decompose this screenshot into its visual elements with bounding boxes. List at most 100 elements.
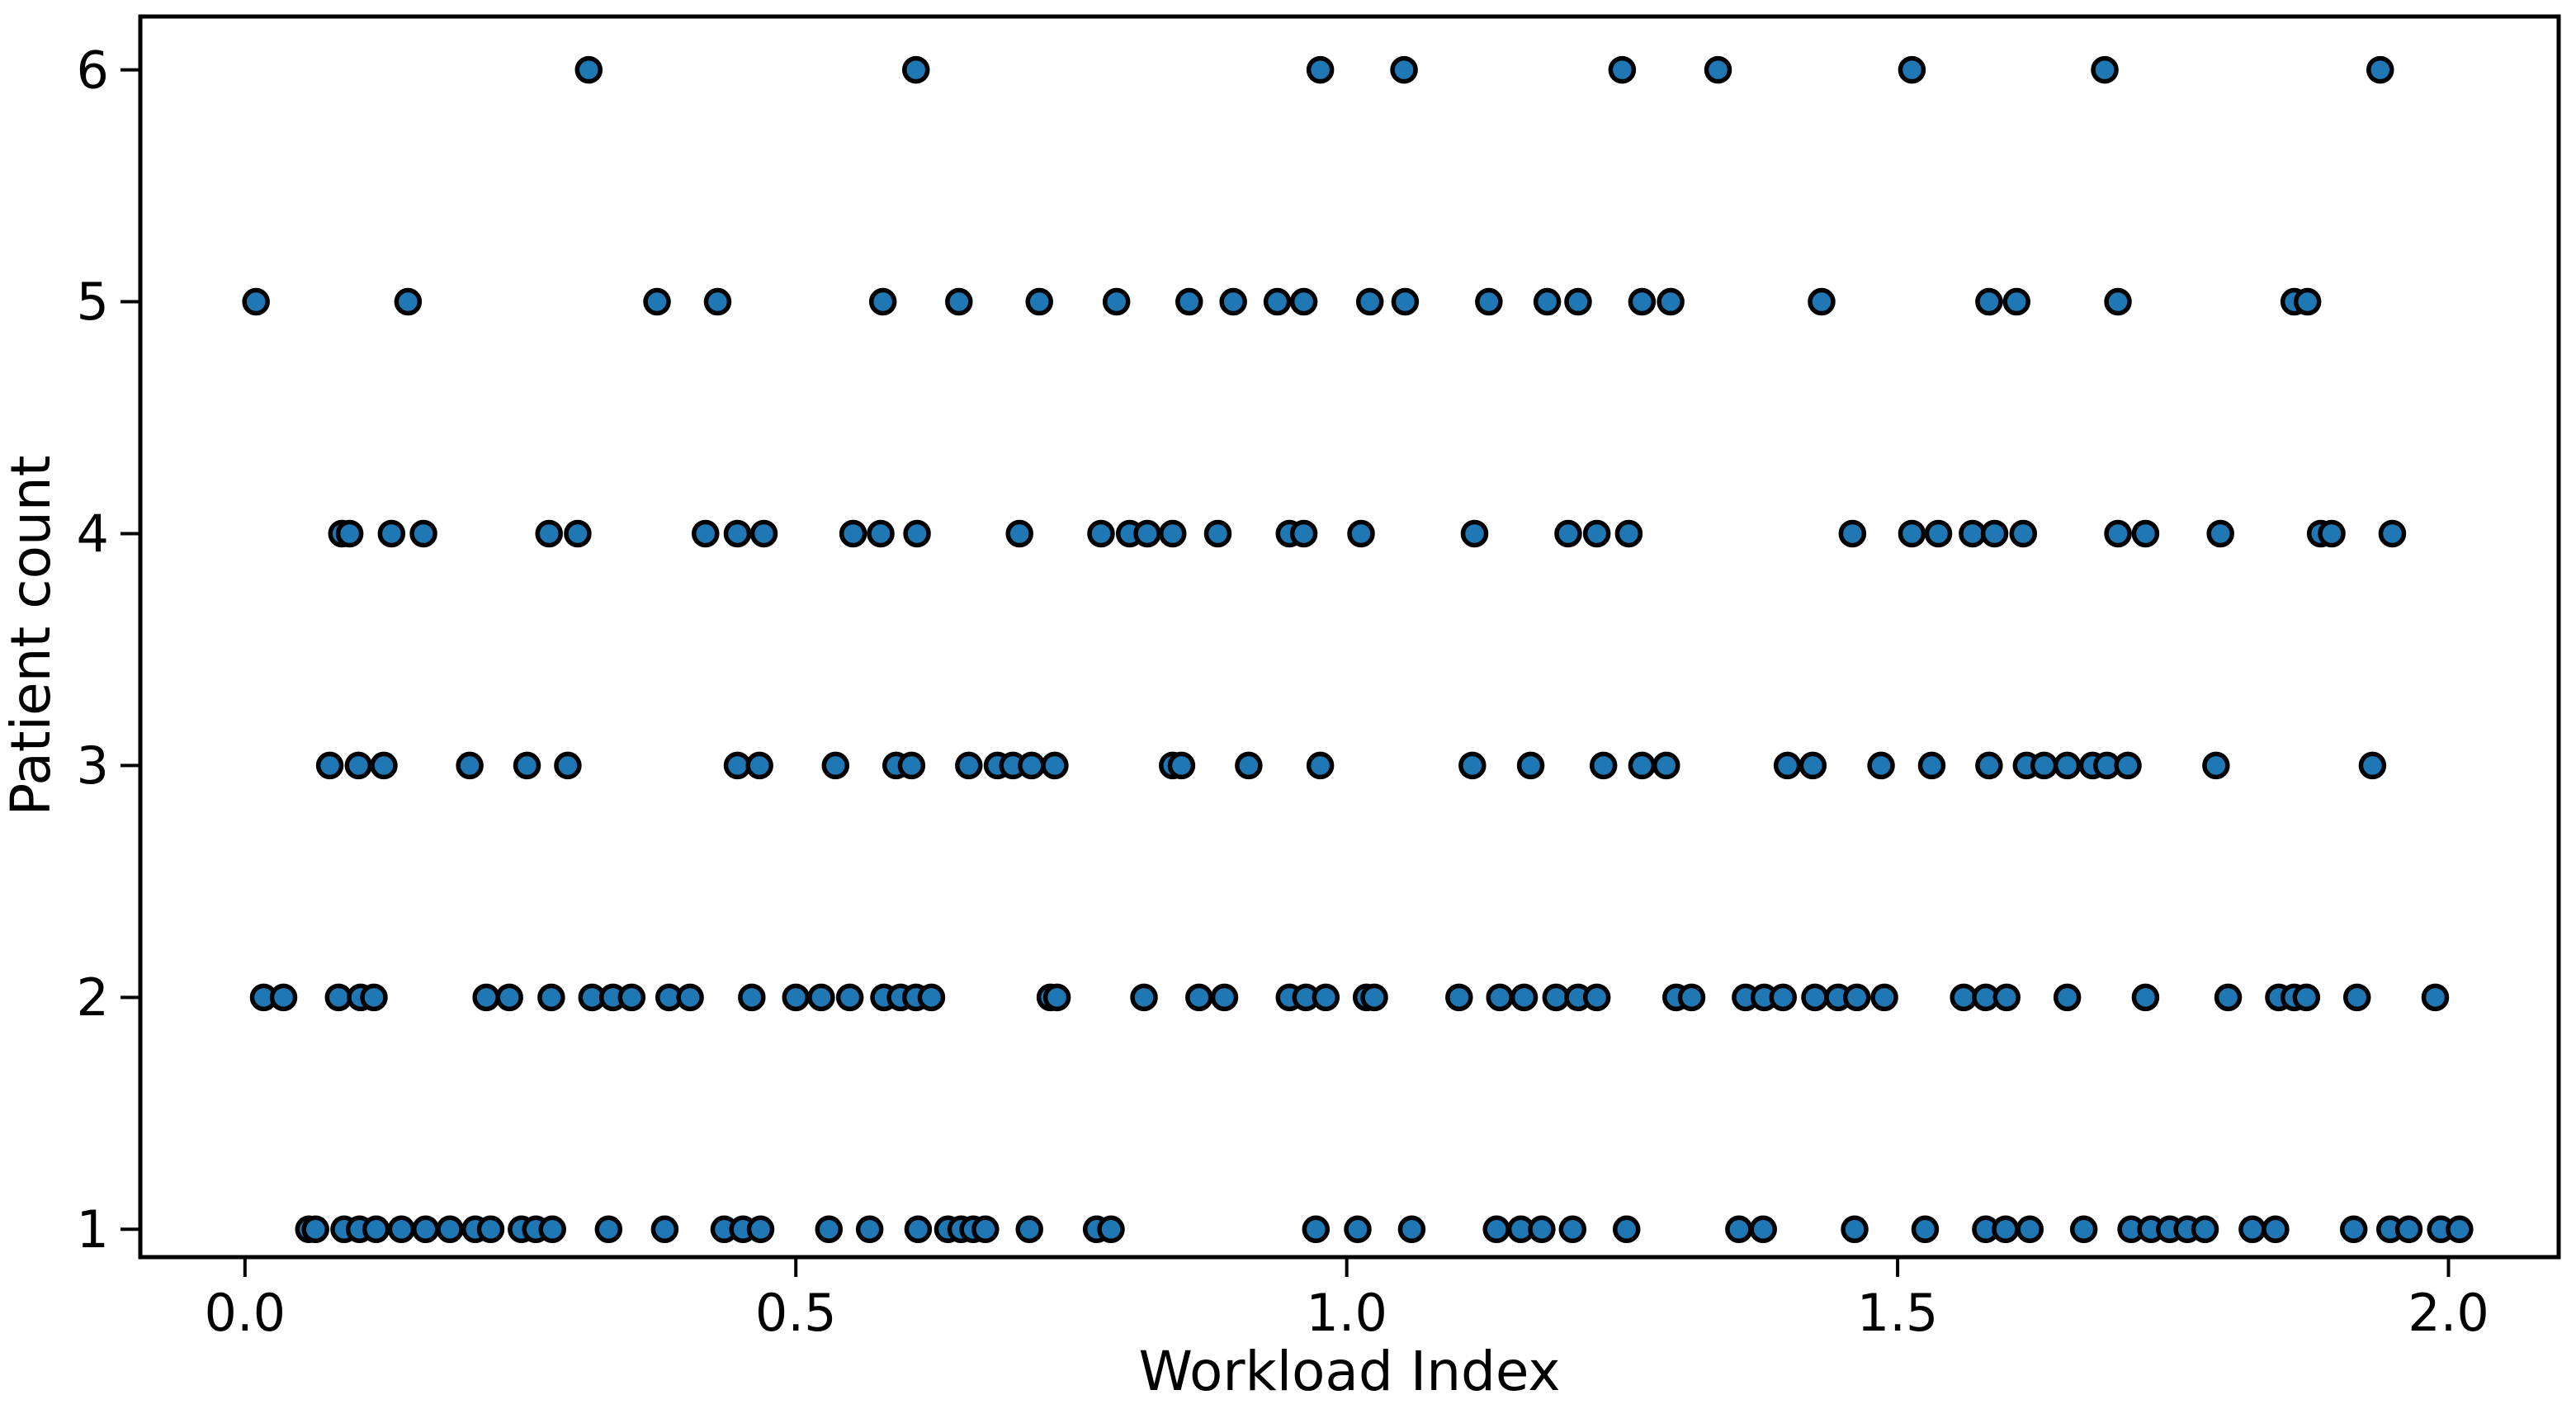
data-point	[1133, 519, 1161, 548]
data-point	[1911, 1215, 1940, 1244]
data-point	[1025, 287, 1053, 316]
data-point	[2030, 751, 2058, 780]
data-point	[2394, 1215, 2423, 1244]
data-point	[1898, 55, 1926, 84]
data-point	[1582, 983, 1611, 1012]
data-point	[650, 1215, 679, 1244]
y-tick-label: 6	[77, 40, 109, 100]
data-point	[917, 983, 946, 1012]
data-point	[1842, 983, 1871, 1012]
data-point	[1564, 287, 1592, 316]
data-point	[1235, 751, 1263, 780]
data-point	[1097, 1215, 1125, 1244]
data-point	[1130, 983, 1158, 1012]
data-point	[2053, 751, 2082, 780]
data-point	[2378, 519, 2407, 548]
data-point	[1102, 287, 1131, 316]
data-point	[1652, 751, 1680, 780]
data-point	[1867, 751, 1895, 780]
data-point	[2292, 983, 2321, 1012]
data-point	[1924, 519, 1953, 548]
data-point	[971, 1215, 1000, 1244]
data-point	[955, 751, 983, 780]
data-point	[1769, 983, 1798, 1012]
data-point	[897, 751, 926, 780]
data-point	[1458, 751, 1487, 780]
data-point	[370, 751, 398, 780]
data-point	[839, 519, 867, 548]
data-point	[301, 1215, 329, 1244]
data-point	[411, 1215, 440, 1244]
data-point	[394, 287, 423, 316]
data-point	[1460, 519, 1489, 548]
y-tick-label: 1	[77, 1199, 109, 1260]
data-point	[574, 55, 603, 84]
data-point	[1312, 983, 1340, 1012]
data-point	[835, 983, 864, 1012]
data-point	[2318, 519, 2346, 548]
data-point	[1917, 751, 1946, 780]
data-point	[1219, 287, 1247, 316]
data-point	[1558, 1215, 1587, 1244]
data-point	[2191, 1215, 2219, 1244]
data-point	[1185, 983, 1213, 1012]
data-point	[2446, 1215, 2474, 1244]
data-point	[554, 751, 582, 780]
data-point	[2238, 1215, 2266, 1244]
data-point	[1582, 519, 1611, 548]
data-point	[1980, 519, 2009, 548]
data-point	[2091, 55, 2119, 84]
data-point	[2358, 751, 2387, 780]
y-tick-label: 3	[77, 735, 109, 796]
data-point	[745, 751, 773, 780]
data-point	[344, 751, 373, 780]
axes-frame	[138, 14, 2561, 1260]
data-point	[1360, 983, 1388, 1012]
data-point	[436, 1215, 464, 1244]
data-point	[1950, 983, 1978, 1012]
data-point	[377, 519, 406, 548]
data-point	[1725, 1215, 1753, 1244]
data-point	[513, 751, 541, 780]
data-point	[749, 519, 778, 548]
x-tick-label: 0.0	[205, 1283, 286, 1343]
data-point	[868, 287, 897, 316]
data-point	[324, 983, 353, 1012]
data-point	[1510, 983, 1539, 1012]
data-point	[537, 983, 565, 1012]
data-point	[1554, 519, 1582, 548]
data-point	[1486, 983, 1514, 1012]
data-point	[2131, 983, 2160, 1012]
data-point	[1005, 519, 1033, 548]
data-point	[2114, 751, 2142, 780]
data-point	[2366, 55, 2394, 84]
data-point	[1263, 287, 1292, 316]
data-point	[746, 1215, 775, 1244]
data-point	[1992, 983, 2021, 1012]
data-point	[1397, 1215, 1426, 1244]
data-point	[2342, 983, 2371, 1012]
data-point	[1992, 1215, 2020, 1244]
y-tick-label: 4	[77, 504, 109, 564]
data-point	[867, 519, 895, 548]
data-point	[1798, 751, 1827, 780]
data-point	[362, 1215, 390, 1244]
data-point	[676, 983, 704, 1012]
y-axis-label: Patient count	[0, 455, 63, 816]
data-point	[1533, 287, 1562, 316]
data-point	[456, 751, 484, 780]
data-point	[782, 983, 810, 1012]
data-point	[1628, 751, 1657, 780]
data-point	[269, 983, 298, 1012]
data-point	[1344, 1215, 1372, 1244]
data-point	[821, 751, 850, 780]
data-point	[692, 519, 720, 548]
data-point	[1018, 751, 1046, 780]
data-point	[1175, 287, 1203, 316]
data-point	[1167, 751, 1196, 780]
data-point	[1628, 287, 1657, 316]
data-point	[1289, 519, 1318, 548]
data-point	[1015, 1215, 1043, 1244]
data-point	[1355, 287, 1384, 316]
data-point	[2214, 983, 2243, 1012]
